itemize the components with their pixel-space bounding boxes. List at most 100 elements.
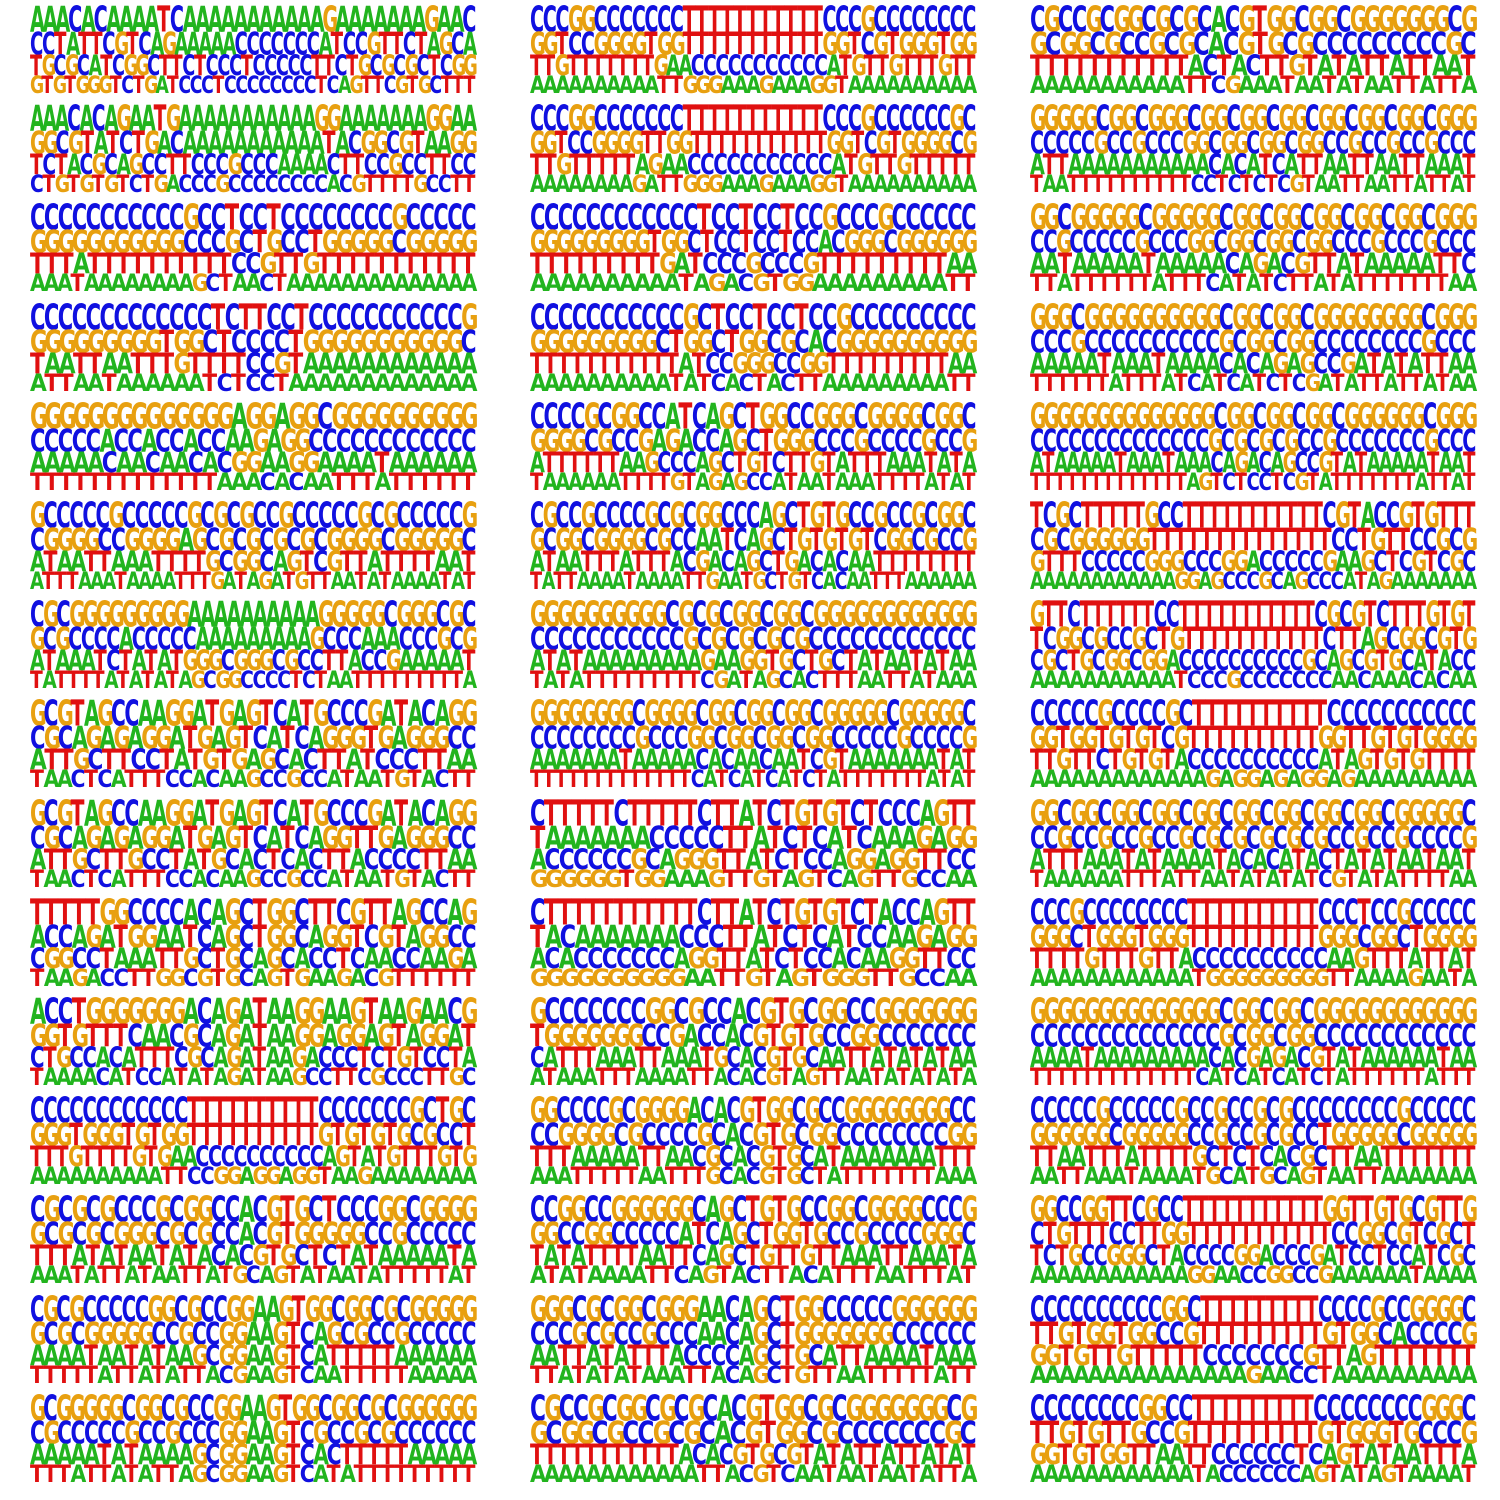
logo-letter: C xyxy=(334,49,347,83)
logo-letter: C xyxy=(302,667,316,695)
logo-letter: G xyxy=(786,424,803,459)
logo-letter: A xyxy=(331,567,346,595)
logo-letter: C xyxy=(294,197,309,238)
logo-letter: T xyxy=(896,668,910,695)
logo-letter: C xyxy=(1437,126,1451,162)
logo-letter: C xyxy=(1331,567,1344,595)
logo-letter: G xyxy=(246,766,263,794)
logo-letter: C xyxy=(1396,225,1411,261)
logo-letter: G xyxy=(899,523,915,559)
logo-letter: T xyxy=(797,27,810,63)
logo-letter: A xyxy=(530,644,545,678)
logo-letter: T xyxy=(1450,622,1463,658)
logo-letter: C xyxy=(766,296,781,337)
logo-letter: T xyxy=(632,469,645,496)
logo-letter: G xyxy=(557,593,574,635)
logo-letter: G xyxy=(426,98,441,139)
logo-letter: T xyxy=(1331,467,1344,495)
logo-letter: T xyxy=(723,866,739,893)
logo-letter: T xyxy=(1426,171,1439,199)
logo-letter: T xyxy=(44,743,59,777)
logo-letter: C xyxy=(831,644,846,678)
logo-letter: C xyxy=(1448,325,1463,360)
logo-letter: C xyxy=(1253,225,1268,261)
logo-letter: G xyxy=(1399,494,1415,536)
logo-letter: G xyxy=(921,424,938,459)
logo-letter: C xyxy=(746,494,760,536)
logo-letter: G xyxy=(1165,197,1182,239)
logo-letter: G xyxy=(1305,225,1321,261)
logo-letter: G xyxy=(896,225,912,261)
logo-letter: C xyxy=(436,593,451,635)
logo-letter: C xyxy=(924,0,938,40)
logo-letter: A xyxy=(962,445,977,479)
logo-letter: T xyxy=(67,171,80,199)
logo-letter: C xyxy=(1383,225,1398,261)
logo-letter: G xyxy=(950,494,966,536)
logo-letter: A xyxy=(1044,248,1061,281)
logo-letter: C xyxy=(1462,126,1476,162)
logo-letter: T xyxy=(1253,27,1269,62)
logo-letter: C xyxy=(1187,97,1202,139)
logo-letter: C xyxy=(568,494,582,536)
logo-letter: C xyxy=(170,0,184,40)
logo-letter: G xyxy=(606,692,622,734)
logo-letter: T xyxy=(818,668,832,695)
logo-letter: A xyxy=(910,668,925,695)
logo-letter: C xyxy=(1371,27,1387,62)
logo-letter: T xyxy=(886,27,899,63)
logo-letter: G xyxy=(141,225,158,261)
logo-letter: G xyxy=(797,523,813,559)
logo-letter: G xyxy=(822,171,838,198)
logo-letter: C xyxy=(245,324,261,360)
logo-letter: A xyxy=(284,0,299,40)
logo-letter: C xyxy=(627,621,642,657)
logo-letter: G xyxy=(1170,544,1186,578)
logo-letter: G xyxy=(848,692,864,734)
logo-letter: T xyxy=(867,1163,881,1191)
logo-letter: C xyxy=(1331,523,1346,559)
logo-letter: G xyxy=(962,27,978,63)
logo-letter: C xyxy=(557,395,572,437)
logo-letter: G xyxy=(378,225,395,261)
logo-letter: C xyxy=(530,621,545,657)
logo-letter: A xyxy=(1448,270,1465,298)
logo-letter: C xyxy=(651,395,666,437)
logo-letter: T xyxy=(901,766,914,794)
logo-letter: A xyxy=(1219,270,1236,298)
logo-letter: T xyxy=(84,766,98,794)
logo-letter: C xyxy=(1134,27,1150,62)
logo-letter: G xyxy=(213,494,229,536)
logo-letter: G xyxy=(274,346,292,380)
logo-letter: A xyxy=(1419,248,1436,281)
logo-letter: C xyxy=(419,296,434,337)
logo-letter: A xyxy=(1415,567,1430,595)
logo-letter: A xyxy=(178,270,195,298)
logo-letter: G xyxy=(1148,97,1164,139)
logo-letter: A xyxy=(1208,27,1225,62)
logo-letter: C xyxy=(292,71,305,98)
logo-letter: C xyxy=(1043,494,1057,536)
logo-letter: G xyxy=(109,494,125,536)
logo-letter: C xyxy=(1313,347,1328,380)
logo-letter: C xyxy=(1226,97,1241,139)
logo-letter: C xyxy=(950,523,964,559)
logo-letter: T xyxy=(848,27,861,63)
logo-letter: G xyxy=(44,721,61,757)
logo-letter: G xyxy=(197,721,214,757)
logo-letter: G xyxy=(1386,126,1402,162)
logo-letter: A xyxy=(1383,668,1398,695)
logo-letter: T xyxy=(871,866,887,893)
logo-letter: C xyxy=(613,621,628,657)
logo-letter: C xyxy=(178,766,193,794)
logo-letter: G xyxy=(886,523,902,559)
logo-letter: G xyxy=(921,593,938,635)
logo-letter: T xyxy=(161,1164,175,1191)
logo-letter: T xyxy=(110,71,122,98)
logo-letter: A xyxy=(30,545,46,578)
logo-letter: A xyxy=(1319,467,1334,495)
logo-letter: T xyxy=(116,247,131,281)
logo-letter: A xyxy=(354,766,371,794)
logo-letter: T xyxy=(543,347,557,380)
